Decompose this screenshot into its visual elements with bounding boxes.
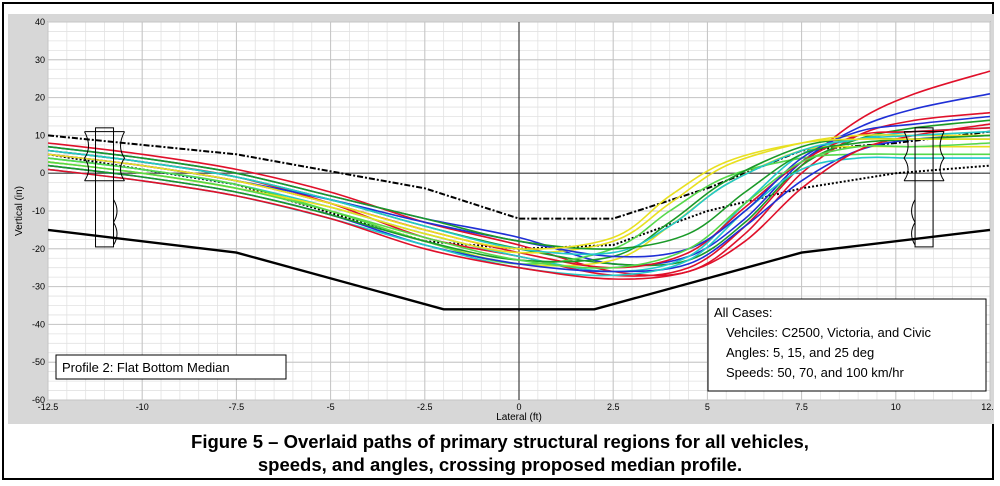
x-tick-label: 2.5 [607, 402, 620, 412]
trajectory-series-18 [47, 138, 990, 250]
y-tick-label: -20 [32, 244, 45, 254]
x-tick-label: 0 [516, 402, 521, 412]
left-median-barrier [83, 127, 126, 248]
legend-line: Speeds: 50, 70, and 100 km/hr [726, 365, 904, 380]
y-tick-label: -60 [32, 395, 45, 405]
figure-caption: Figure 5 – Overlaid paths of primary str… [0, 430, 1000, 476]
barrier-notch [911, 199, 916, 246]
chart-panel: -12.5 -10 -7.5 -5 -2.5 0 2.5 5 7.5 10 12.5 -60 -50 -… [8, 14, 999, 424]
legend-line: Angles: 5, 15, and 25 deg [726, 345, 874, 360]
profile-label-box: Profile 2: Flat Bottom Median [55, 354, 287, 380]
x-axis-label: Lateral (ft) [496, 412, 542, 423]
right-median-barrier [903, 127, 945, 248]
trajectory-series-13 [47, 123, 991, 280]
barrier-rail-left [83, 131, 90, 182]
trajectory-chart: -12.5 -10 -7.5 -5 -2.5 0 2.5 5 7.5 10 12.5 -60 -50 -… [8, 14, 999, 424]
y-tick-label: 30 [35, 55, 45, 65]
y-axis-label: Vertical (in) [14, 186, 25, 236]
trajectory-series-16 [47, 142, 991, 269]
trajectory-series-17 [47, 134, 991, 250]
y-tick-label: -30 [32, 282, 45, 292]
barrier-notch [112, 199, 118, 246]
barrier-post [914, 127, 934, 248]
y-tick-label: -50 [32, 357, 45, 367]
x-tick-label: -10 [136, 402, 149, 412]
ground-profile-line [47, 228, 991, 311]
caption-line-1: Figure 5 – Overlaid paths of primary str… [191, 431, 809, 452]
barrier-rail-right [939, 131, 945, 182]
legend-line: Vehciles: C2500, Victoria, and Civic [726, 325, 931, 340]
caption-line-2: speeds, and angles, crossing proposed me… [257, 454, 743, 475]
barrier-post [95, 127, 115, 248]
barrier-rail-left [903, 131, 909, 182]
barrier-rail-right [120, 131, 126, 182]
x-tick-label: -7.5 [229, 402, 245, 412]
x-tick-label: 7.5 [795, 402, 808, 412]
y-tick-label: 40 [35, 17, 45, 27]
x-tick-label: 12.5 [981, 402, 994, 412]
x-tick-label: 5 [705, 402, 710, 412]
y-tick-label: -40 [32, 319, 45, 329]
x-tick-label: -5 [327, 402, 335, 412]
trajectory-series-7 [47, 153, 990, 265]
y-tick-label: -10 [32, 206, 45, 216]
y-tick-label: 20 [35, 93, 45, 103]
legend-box: All Cases: Vehciles: C2500, Victoria, an… [707, 298, 987, 392]
profile-label: Profile 2: Flat Bottom Median [62, 360, 230, 375]
x-tick-label: -12.5 [38, 402, 59, 412]
y-tick-label: 0 [40, 168, 45, 178]
y-tick-label: 10 [35, 130, 45, 140]
legend-line: All Cases: [714, 305, 773, 320]
x-tick-label: 10 [891, 402, 901, 412]
x-tick-label: -2.5 [417, 402, 433, 412]
